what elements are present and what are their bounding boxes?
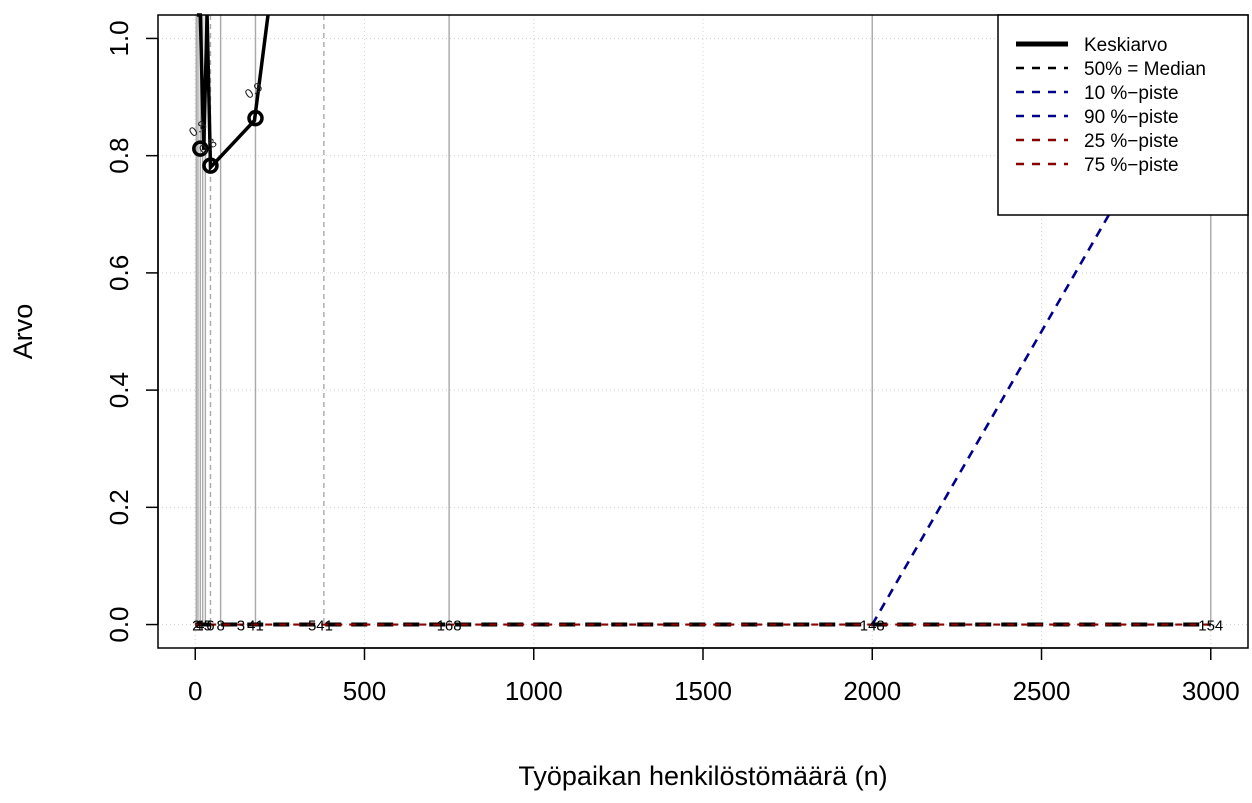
legend-label: 50% = Median (1084, 59, 1206, 80)
count-label: 6 (206, 618, 214, 635)
legend-label: 10 %−piste (1084, 83, 1179, 104)
count-label: 15 (195, 618, 212, 635)
count-label: 154 (1198, 618, 1223, 635)
x-tick-label: 3000 (1182, 676, 1240, 706)
y-axis-title: Arvo (8, 304, 38, 360)
x-tick-label: 1000 (505, 676, 563, 706)
legend-label: 25 %−piste (1084, 131, 1179, 152)
x-axis-title: Työpaikan henkilöstömäärä (n) (518, 761, 887, 791)
x-tick-label: 500 (343, 676, 386, 706)
legend-label: Keskiarvo (1084, 35, 1167, 56)
count-label: 8 (216, 618, 224, 635)
count-label: 148 (860, 618, 885, 635)
count-label: 4 (196, 618, 204, 635)
count-label: 3 (237, 618, 245, 635)
legend-label: 75 %−piste (1084, 155, 1179, 176)
x-tick-label: 2000 (843, 676, 901, 706)
vertical-lines (195, 15, 1212, 625)
y-tick-label: 1.0 (104, 20, 134, 56)
y-tick-label: 0.2 (104, 489, 134, 525)
count-label: 41 (247, 618, 264, 635)
markers (192, 109, 264, 174)
mean-marker (247, 109, 264, 127)
x-tick-label: 0 (188, 676, 202, 706)
x-tick-label: 2500 (1013, 676, 1071, 706)
y-tick-label: 0.8 (104, 138, 134, 174)
legend-label: 90 %−piste (1084, 107, 1179, 128)
mean-marker (202, 157, 219, 174)
y-tick-label: 0.4 (104, 372, 134, 408)
count-label: 2 (192, 618, 200, 635)
x-tick-label: 1500 (674, 676, 732, 706)
x-axis: 0 500 1000 1500 2000 2500 3000 (188, 647, 1240, 706)
legend: Keskiarvo 50% = Median 10 %−piste 90 %−pist… (997, 14, 1249, 216)
count-label: 168 (437, 618, 462, 635)
y-tick-label: 0.0 (104, 606, 134, 642)
count-label: 541 (308, 618, 333, 635)
mean-marker (192, 140, 209, 157)
y-tick-label: 0.6 (104, 255, 134, 291)
y-axis: 0.0 0.2 0.4 0.6 0.8 1.0 (104, 20, 159, 643)
point-label: 0.9 (242, 79, 265, 102)
